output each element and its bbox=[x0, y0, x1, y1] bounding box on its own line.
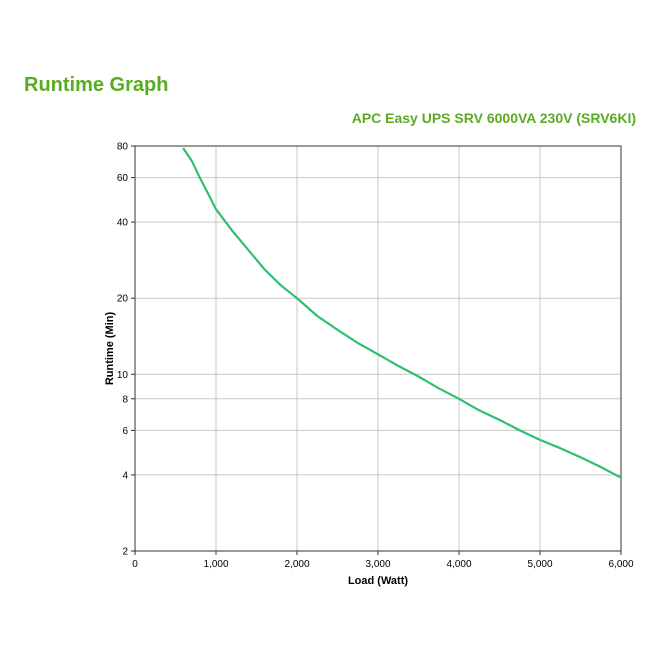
y-tick-label: 20 bbox=[117, 294, 129, 305]
x-tick-label: 4,000 bbox=[446, 559, 471, 570]
x-tick-label: 1,000 bbox=[203, 559, 228, 570]
x-tick-label: 5,000 bbox=[527, 559, 552, 570]
product-subtitle: APC Easy UPS SRV 6000VA 230V (SRV6KI) bbox=[351, 110, 636, 126]
x-tick-label: 2,000 bbox=[284, 559, 309, 570]
y-axis-ticks: 2 4 6 8 10 20 40 60 80 bbox=[117, 142, 135, 558]
y-tick-label: 8 bbox=[122, 394, 128, 405]
y-tick-label: 40 bbox=[117, 218, 129, 229]
y-tick-label: 6 bbox=[122, 426, 128, 437]
y-tick-label: 2 bbox=[122, 547, 128, 558]
runtime-series-line bbox=[182, 147, 623, 479]
y-tick-label: 60 bbox=[117, 173, 129, 184]
x-axis-label: Load (Watt) bbox=[348, 575, 408, 587]
grid-lines bbox=[134, 145, 622, 552]
y-tick-label: 4 bbox=[122, 470, 128, 481]
x-tick-label: 0 bbox=[132, 559, 138, 570]
x-tick-label: 6,000 bbox=[608, 559, 633, 570]
series-layer bbox=[182, 147, 623, 479]
y-tick-label: 10 bbox=[117, 370, 129, 381]
page-title: Runtime Graph bbox=[24, 74, 169, 96]
y-axis-label: Runtime (Min) bbox=[104, 312, 116, 386]
x-axis-ticks: 0 1,000 2,000 3,000 4,000 5,000 6,000 bbox=[132, 551, 634, 570]
y-tick-label: 80 bbox=[117, 142, 129, 153]
x-tick-label: 3,000 bbox=[365, 559, 390, 570]
